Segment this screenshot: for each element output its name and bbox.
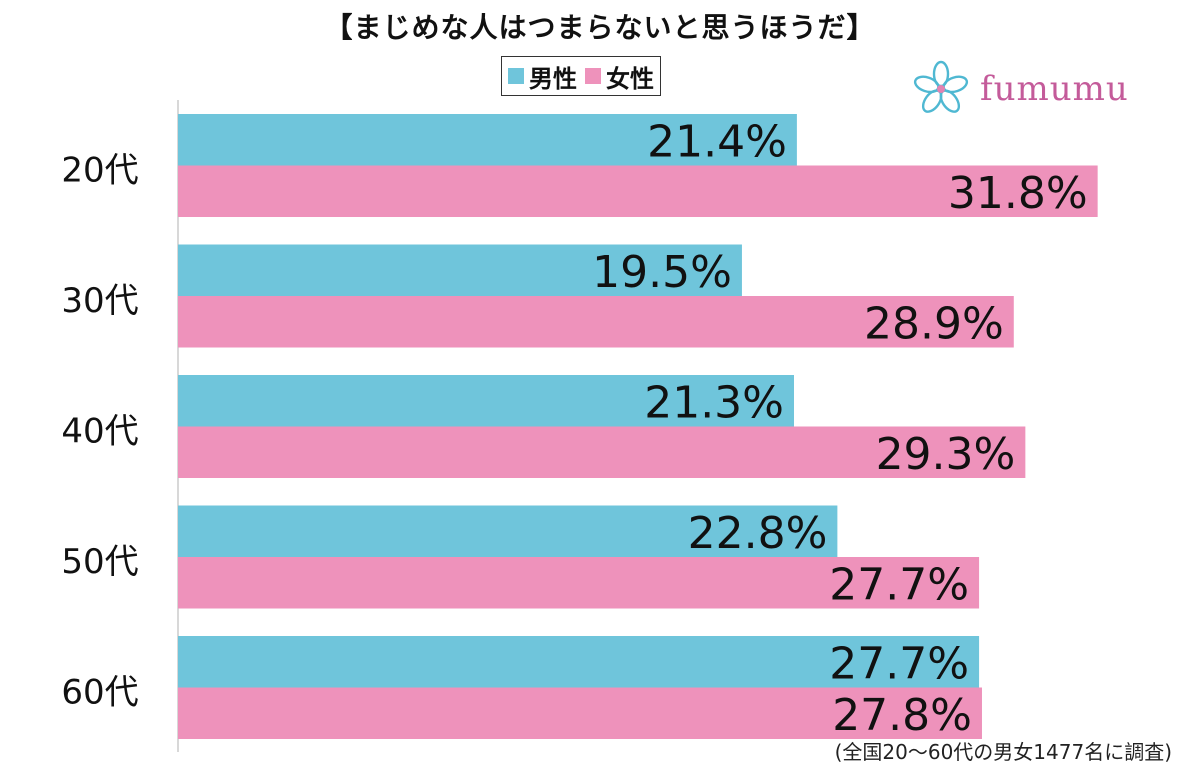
data-label: 27.8%	[832, 690, 972, 741]
brand-logo: fumumu	[912, 60, 1152, 118]
data-label: 21.3%	[644, 378, 784, 429]
bar-male	[178, 375, 794, 427]
data-label: 29.3%	[876, 429, 1016, 480]
legend-item-male: 男性	[508, 59, 577, 94]
data-label: 19.5%	[592, 247, 732, 298]
bar-male	[178, 636, 980, 688]
category-label: 40代	[61, 412, 138, 452]
brand-name: fumumu	[980, 69, 1129, 109]
bar-male	[178, 505, 838, 557]
data-label: 27.7%	[829, 560, 969, 611]
data-label: 21.4%	[647, 117, 787, 168]
footnote: (全国20〜60代の男女1477名に調査)	[834, 740, 1172, 764]
legend: 男性 女性	[501, 56, 661, 96]
category-label: 50代	[61, 542, 138, 582]
legend-label-female: 女性	[606, 64, 654, 93]
category-label: 30代	[61, 281, 138, 321]
bar-male	[178, 114, 797, 166]
legend-swatch-female	[585, 68, 601, 84]
data-label: 31.8%	[948, 168, 1088, 219]
chart-title: 【まじめな人はつまらないと思うほうだ】	[324, 11, 876, 44]
bar-female	[178, 687, 982, 739]
bar-female	[178, 557, 980, 609]
category-label: 20代	[61, 151, 138, 191]
legend-item-female: 女性	[585, 59, 654, 94]
bar-male	[178, 244, 742, 296]
data-label: 27.7%	[829, 639, 969, 690]
legend-label-male: 男性	[529, 64, 577, 93]
legend-swatch-male	[508, 68, 524, 84]
category-label: 60代	[61, 673, 138, 713]
bar-female	[178, 165, 1098, 217]
flower-logo-icon	[913, 60, 969, 113]
data-label: 22.8%	[688, 508, 828, 559]
bar-female	[178, 296, 1014, 348]
data-label: 28.9%	[864, 299, 1004, 350]
bar-female	[178, 426, 1026, 478]
